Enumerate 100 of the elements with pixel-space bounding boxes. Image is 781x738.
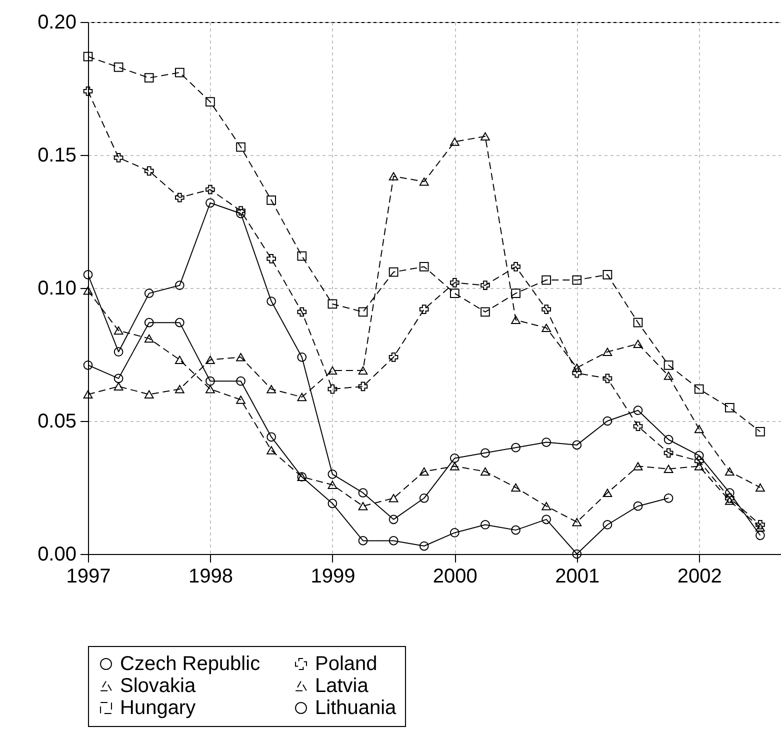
point	[756, 530, 765, 540]
point	[419, 262, 429, 272]
point	[572, 364, 582, 372]
point	[724, 403, 734, 412]
point	[206, 384, 215, 394]
point	[144, 334, 154, 343]
point	[480, 520, 490, 530]
point	[724, 496, 734, 505]
point	[174, 318, 184, 328]
point	[542, 275, 552, 285]
point	[542, 438, 552, 447]
point	[633, 318, 643, 328]
point	[358, 488, 368, 498]
point	[328, 384, 338, 394]
point	[633, 340, 643, 348]
point	[419, 467, 429, 476]
x-tick-label: 1998	[188, 566, 233, 588]
point	[633, 406, 643, 416]
point	[83, 270, 93, 280]
point	[572, 549, 582, 559]
point	[572, 368, 582, 378]
point	[266, 432, 276, 442]
point	[664, 464, 674, 474]
point	[83, 390, 93, 399]
point	[297, 251, 307, 261]
point	[206, 198, 215, 208]
legend-label: Poland	[315, 653, 378, 675]
point	[114, 382, 124, 391]
point	[297, 352, 307, 362]
point	[83, 360, 93, 370]
point	[114, 152, 124, 162]
point	[542, 304, 552, 314]
point	[602, 374, 612, 384]
point	[114, 374, 124, 384]
point	[419, 493, 429, 503]
point	[388, 536, 398, 546]
y-tick-label: 0.10	[38, 278, 76, 300]
point	[388, 514, 398, 524]
point	[144, 166, 154, 176]
point	[480, 467, 490, 476]
point	[114, 347, 124, 357]
point	[480, 132, 490, 141]
point	[694, 456, 704, 466]
point	[236, 396, 246, 404]
point	[602, 416, 612, 426]
point	[511, 288, 520, 298]
point	[724, 493, 734, 503]
point	[266, 254, 276, 264]
y-tick-label: 0.20	[38, 12, 76, 34]
point	[358, 502, 368, 510]
point	[328, 366, 338, 375]
point	[633, 501, 643, 511]
point	[664, 360, 674, 370]
point	[388, 494, 398, 502]
point	[450, 462, 460, 470]
point	[83, 286, 93, 295]
legend-label: Czech Republic	[120, 653, 260, 675]
point	[664, 434, 674, 444]
point	[328, 470, 338, 479]
x-tick-label: 2000	[432, 566, 478, 588]
x-tick-label: 2002	[677, 566, 722, 588]
y-tick-label: 0.15	[38, 144, 76, 166]
point	[236, 206, 246, 216]
point	[174, 356, 184, 364]
point	[236, 376, 246, 386]
point	[83, 52, 93, 62]
point	[388, 172, 398, 180]
x-tick-label: 1999	[310, 566, 356, 588]
point	[206, 184, 215, 194]
point	[328, 480, 338, 489]
point	[633, 462, 643, 470]
point	[144, 318, 154, 328]
point	[297, 307, 307, 317]
point	[266, 446, 276, 454]
point	[206, 356, 215, 364]
point	[664, 372, 674, 380]
point	[206, 97, 215, 106]
x-tick-label: 1997	[66, 566, 111, 588]
point	[266, 196, 276, 205]
point	[236, 353, 246, 362]
point	[602, 348, 612, 356]
point	[511, 525, 520, 535]
point	[358, 366, 368, 375]
point	[114, 62, 124, 72]
point	[694, 384, 704, 394]
point	[664, 493, 674, 503]
point	[602, 488, 612, 497]
y-tick-label: 0.00	[38, 544, 76, 566]
point	[144, 390, 154, 399]
point	[572, 275, 582, 285]
legend-label: Slovakia	[120, 675, 196, 697]
point	[358, 536, 368, 546]
point	[266, 384, 276, 394]
y-tick-label: 0.05	[38, 410, 76, 432]
point	[328, 498, 338, 508]
point	[480, 448, 490, 458]
point	[756, 483, 765, 492]
point	[724, 467, 734, 476]
point	[236, 142, 246, 152]
point	[756, 523, 765, 532]
